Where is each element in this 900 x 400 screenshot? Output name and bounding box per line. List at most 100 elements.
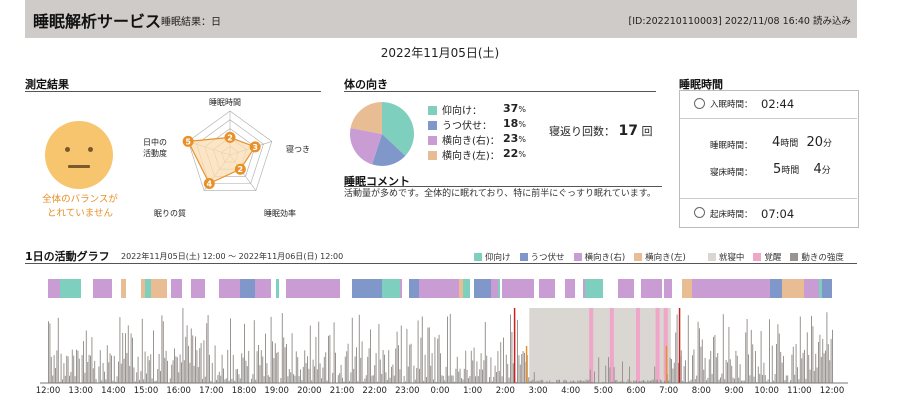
intensity-bar — [634, 380, 636, 383]
intensity-bar — [360, 357, 362, 383]
activity-graph-title: 1日の活動グラフ — [25, 250, 110, 263]
bedtime-label: 入眠時間： — [710, 100, 753, 110]
intensity-bar — [454, 381, 455, 383]
intensity-bar — [729, 359, 731, 383]
intensity-bar — [346, 351, 348, 383]
intensity-bar — [63, 363, 65, 383]
intensity-bar — [774, 374, 776, 383]
intensity-bar — [280, 378, 282, 383]
intensity-bar — [353, 368, 355, 383]
legend-item-left-side: 横向き(左)： 22% — [428, 147, 538, 162]
position-segment — [491, 279, 498, 298]
intensity-bar — [190, 328, 192, 383]
intensity-bar — [745, 332, 747, 383]
intensity-bar — [510, 314, 511, 383]
sleep-comment-title: 睡眠コメント — [344, 175, 410, 188]
intensity-bar — [116, 376, 118, 383]
intensity-bar — [126, 352, 128, 383]
position-segment — [67, 279, 70, 298]
intensity-bar — [763, 362, 765, 383]
activity-position-strip — [48, 279, 832, 298]
intensity-bar — [396, 331, 398, 383]
intensity-bar — [477, 376, 479, 383]
position-segment — [70, 279, 81, 298]
body-position-divider — [344, 91, 656, 92]
intensity-bar — [498, 371, 500, 383]
intensity-bar — [375, 353, 377, 383]
intensity-bar — [162, 321, 164, 383]
intensity-bar — [771, 345, 773, 383]
intensity-bar — [727, 362, 728, 383]
intensity-bar — [384, 354, 385, 383]
intensity-bar — [659, 379, 661, 383]
intensity-bar — [109, 353, 111, 383]
intensity-bar — [574, 381, 576, 383]
intensity-bar — [379, 359, 381, 383]
position-segment — [522, 279, 534, 298]
intensity-bar — [171, 364, 173, 383]
intensity-bar — [673, 362, 675, 383]
intensity-bar — [728, 326, 730, 383]
intensity-bar — [798, 379, 800, 383]
position-segment — [664, 279, 672, 298]
intensity-bar — [342, 377, 343, 383]
intensity-bar — [538, 381, 539, 383]
intensity-bar — [475, 376, 476, 383]
pie-slice — [350, 128, 382, 165]
intensity-bar — [724, 379, 726, 383]
intensity-bar — [60, 353, 62, 383]
intensity-bar — [686, 381, 688, 383]
intensity-bar — [73, 355, 75, 383]
intensity-bar — [405, 381, 406, 383]
intensity-bar — [522, 351, 524, 383]
intensity-bar — [827, 344, 829, 383]
intensity-bar — [154, 380, 156, 383]
in-bed-minutes: 4 — [813, 162, 822, 177]
intensity-bar — [652, 379, 654, 383]
measurement-section-title: 測定結果 — [25, 78, 69, 91]
graph-legend-label: 動きの強度 — [801, 253, 844, 263]
result-type-label: 睡眠結果：日 — [161, 17, 221, 28]
intensity-bar — [806, 332, 808, 383]
intensity-bar — [687, 315, 689, 383]
intensity-bar — [108, 362, 110, 383]
intensity-bar — [52, 375, 54, 383]
intensity-bar — [102, 362, 104, 383]
sleep-time-section-title: 睡眠時間 — [679, 78, 723, 91]
graph-legend-item: 動きの強度 — [790, 253, 844, 263]
intensity-bar — [533, 372, 535, 383]
intensity-bar — [493, 376, 495, 383]
pie-slice — [382, 102, 414, 156]
intensity-bar — [74, 376, 76, 383]
sleep-time-panel — [679, 90, 859, 228]
radar-chart: 2 3 2 4 5 — [182, 110, 273, 191]
position-segment — [240, 279, 255, 298]
intensity-bar — [508, 377, 510, 383]
intensity-bar — [622, 361, 623, 383]
intensity-bar — [197, 367, 199, 383]
x-tick-label: 11:00 — [787, 386, 812, 396]
position-segment — [583, 279, 585, 298]
intensity-bar — [815, 353, 817, 383]
header-bar: 睡眠解析サービス 睡眠結果：日 [ID:202210110003] 2022/1… — [25, 0, 857, 38]
intensity-bar — [829, 360, 831, 383]
x-tick-label: 21:00 — [329, 386, 355, 396]
activity-graph — [40, 279, 848, 384]
intensity-bar — [732, 377, 734, 383]
intensity-bar — [448, 375, 450, 383]
intensity-bar — [734, 378, 735, 383]
intensity-bar — [497, 351, 499, 383]
intensity-bar — [721, 373, 723, 383]
intensity-bar — [476, 361, 478, 383]
intensity-bar — [620, 381, 622, 383]
intensity-bar — [452, 375, 454, 383]
intensity-bar — [377, 381, 378, 383]
intensity-bar — [77, 350, 79, 383]
intensity-bar — [570, 380, 572, 383]
intensity-bar — [155, 380, 157, 383]
intensity-bar — [720, 377, 721, 383]
intensity-bar — [739, 364, 741, 383]
intensity-bar — [809, 369, 811, 383]
x-tick-label: 18:00 — [231, 386, 257, 396]
intensity-bar — [784, 380, 786, 383]
